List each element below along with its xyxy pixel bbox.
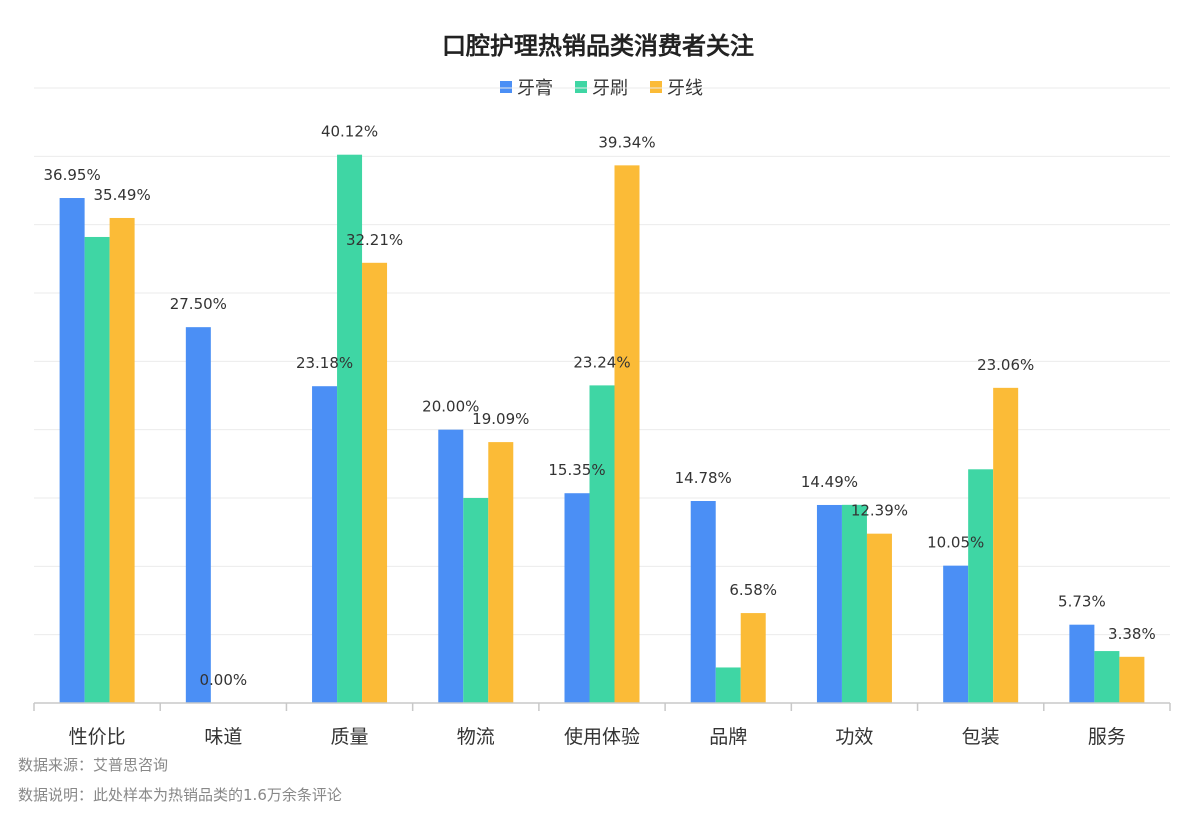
bar	[816, 504, 842, 703]
bar	[488, 442, 514, 703]
data-description-note: 数据说明：此处样本为热销品类的1.6万余条评论	[18, 786, 342, 804]
bar	[463, 498, 489, 703]
data-label: 23.06%	[977, 356, 1034, 374]
chart-title: 口腔护理热销品类消费者关注	[442, 32, 754, 60]
bar	[614, 165, 640, 703]
bar	[564, 493, 590, 703]
bar	[993, 387, 1019, 703]
bars	[59, 154, 1145, 703]
data-label: 3.38%	[1108, 625, 1156, 643]
x-tick-label: 服务	[1088, 726, 1126, 748]
bar	[690, 501, 716, 703]
data-label: 19.09%	[472, 410, 529, 428]
data-label: 15.35%	[548, 461, 605, 479]
data-label: 27.50%	[170, 295, 227, 313]
bar	[943, 565, 969, 703]
bar	[362, 262, 388, 703]
data-source-note: 数据来源：艾普思咨询	[18, 756, 169, 774]
x-tick-label: 包装	[962, 726, 1000, 748]
data-label: 39.34%	[598, 133, 655, 151]
bar	[1119, 656, 1145, 703]
bar	[337, 154, 363, 703]
legend-swatch	[650, 81, 662, 93]
data-label: 20.00%	[422, 398, 479, 416]
x-tick-label: 使用体验	[564, 726, 640, 748]
bar	[841, 504, 867, 703]
bar	[589, 385, 615, 703]
bar	[866, 533, 892, 703]
x-tick-label: 性价比	[69, 726, 126, 748]
data-label: 40.12%	[321, 123, 378, 141]
x-axis: 性价比 味道 质量 物流 使用体验 品牌 功效 包装 服务	[33, 702, 1171, 748]
legend-swatch	[500, 81, 512, 93]
data-label: 6.58%	[729, 581, 777, 599]
data-label: 14.49%	[801, 473, 858, 491]
data-label: 14.78%	[675, 469, 732, 487]
bar	[438, 429, 464, 703]
data-label: 23.18%	[296, 354, 353, 372]
x-tick-label: 功效	[835, 726, 873, 748]
data-label: 5.73%	[1058, 593, 1106, 611]
bar	[968, 469, 994, 703]
data-label: 23.24%	[573, 353, 630, 371]
x-tick-label: 物流	[457, 726, 495, 748]
bar	[1094, 651, 1120, 703]
data-label: 32.21%	[346, 231, 403, 249]
bar	[185, 327, 211, 703]
legend-swatch	[575, 81, 587, 93]
data-label: 10.05%	[927, 534, 984, 552]
bar	[1069, 624, 1095, 703]
x-tick-label: 品牌	[709, 726, 747, 748]
bar	[715, 667, 741, 703]
bar	[59, 198, 85, 703]
bar	[84, 236, 110, 703]
bar	[312, 386, 338, 703]
data-label: 35.49%	[94, 186, 151, 204]
data-label: 0.00%	[200, 671, 248, 689]
data-label: 36.95%	[44, 166, 101, 184]
bar	[740, 613, 766, 703]
x-tick-label: 质量	[331, 726, 369, 748]
bar	[109, 217, 135, 703]
data-label: 12.39%	[851, 502, 908, 520]
value-labels: 36.95% 27.50% 23.18% 20.00% 15.35% 14.78% 14.4…	[44, 123, 1156, 689]
x-tick-label: 味道	[204, 726, 242, 748]
